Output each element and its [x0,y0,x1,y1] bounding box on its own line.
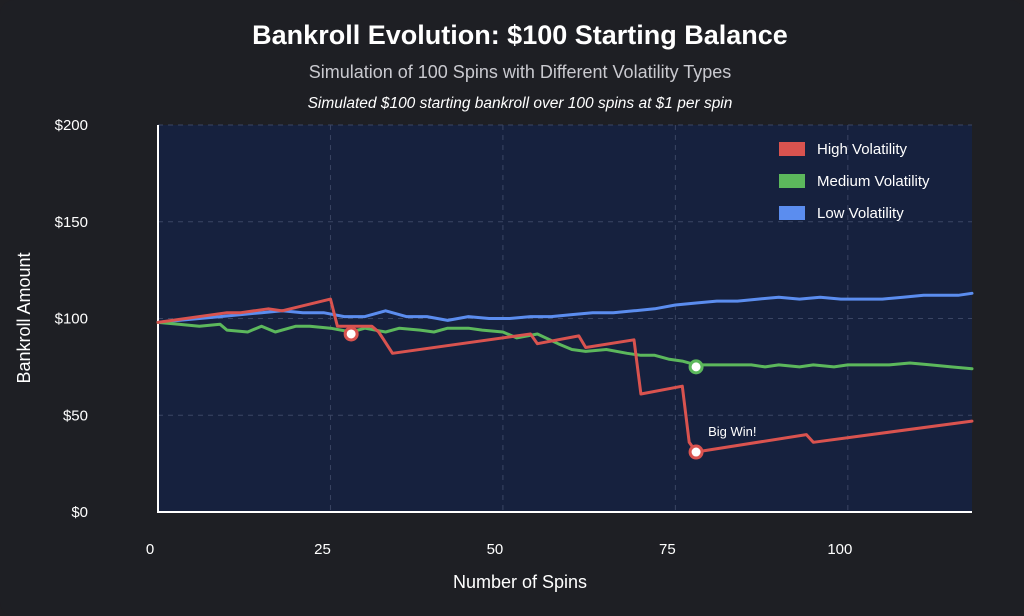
chart-subtitle: Simulation of 100 Spins with Different V… [308,62,732,82]
legend-swatch [779,206,805,220]
legend-label: Low Volatility [817,205,904,222]
marker-high-volatility [688,444,704,460]
legend-item-high-volatility[interactable]: High Volatility [779,141,908,158]
chart-note: Simulated $100 starting bankroll over 10… [307,95,733,112]
y-axis-title: Bankroll Amount [14,252,34,383]
y-tick-label: $50 [63,407,88,424]
legend-item-medium-volatility[interactable]: Medium Volatility [779,173,930,190]
series-line-high-volatility [156,297,974,454]
x-tick-label: 0 [146,541,154,558]
legend-swatch [779,174,805,188]
legend-label: High Volatility [817,141,908,158]
x-axis-title: Number of Spins [453,572,587,592]
series-lines [156,291,974,454]
y-tick-label: $200 [55,117,88,134]
x-tick-label: 75 [659,541,676,558]
marker-medium-volatility [688,359,704,375]
legend-item-low-volatility[interactable]: Low Volatility [779,205,904,222]
marker-high-volatility [343,326,359,342]
chart-title: Bankroll Evolution: $100 Starting Balanc… [252,20,788,50]
plot-area [158,125,972,512]
markers [343,326,704,460]
axes: $0 $50 $100 $150 $200 0 25 50 75 100 [55,117,972,558]
y-tick-label: $150 [55,214,88,231]
series-line-low-volatility [156,291,974,324]
series-line-medium-volatility [156,320,974,371]
annotation-label: Big Win! [708,424,756,439]
x-tick-label: 100 [827,541,852,558]
legend-label: Medium Volatility [817,173,930,190]
annotations: Big Win! [708,424,756,439]
y-tick-label: $100 [55,311,88,328]
x-tick-label: 25 [314,541,331,558]
x-tick-label: 50 [487,541,504,558]
y-tick-label: $0 [71,504,88,521]
legend[interactable]: High Volatility Medium Volatility Low Vola… [779,141,930,222]
legend-swatch [779,142,805,156]
grid [158,124,972,513]
